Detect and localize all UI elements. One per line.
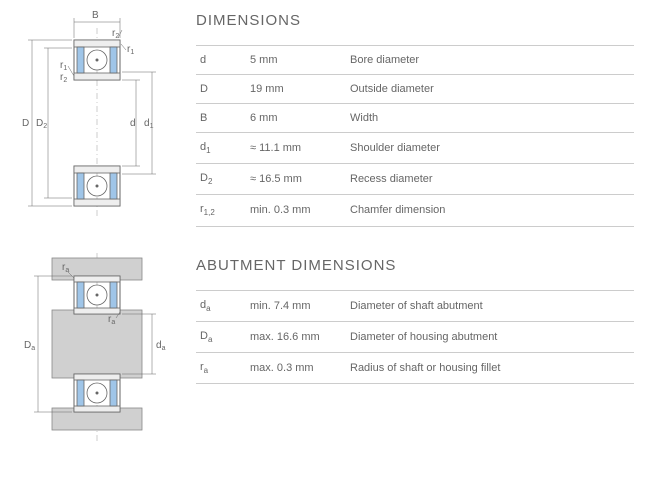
description-cell: Recess diameter	[346, 164, 634, 195]
dimensions-section: DIMENSIONS d5 mmBore diameterD19 mmOutsi…	[196, 12, 634, 227]
symbol-cell: Da	[196, 321, 246, 352]
symbol-cell: d	[196, 46, 246, 75]
table-row: r1,2min. 0.3 mmChamfer dimension	[196, 195, 634, 226]
value-cell: 6 mm	[246, 104, 346, 133]
symbol-cell: d1	[196, 133, 246, 164]
svg-text:D2: D2	[36, 118, 47, 130]
svg-text:r2: r2	[112, 28, 119, 40]
table-row: B6 mmWidth	[196, 104, 634, 133]
description-cell: Width	[346, 104, 634, 133]
value-cell: 19 mm	[246, 75, 346, 104]
description-cell: Chamfer dimension	[346, 195, 634, 226]
table-row: d5 mmBore diameter	[196, 46, 634, 75]
abutment-heading: ABUTMENT DIMENSIONS	[196, 257, 634, 274]
value-cell: max. 0.3 mm	[246, 352, 346, 383]
symbol-cell: B	[196, 104, 246, 133]
label-B: B	[92, 10, 99, 21]
description-cell: Diameter of shaft abutment	[346, 290, 634, 321]
table-row: D2≈ 16.5 mmRecess diameter	[196, 164, 634, 195]
value-cell: ≈ 11.1 mm	[246, 133, 346, 164]
table-row: Damax. 16.6 mmDiameter of housing abutme…	[196, 321, 634, 352]
value-cell: min. 0.3 mm	[246, 195, 346, 226]
table-row: D19 mmOutside diameter	[196, 75, 634, 104]
abutment-cross-section-diagram: ra ra Da da	[12, 248, 172, 448]
svg-text:D: D	[22, 118, 29, 129]
description-cell: Outside diameter	[346, 75, 634, 104]
svg-text:da: da	[156, 340, 166, 352]
value-cell: max. 16.6 mm	[246, 321, 346, 352]
description-cell: Diameter of housing abutment	[346, 321, 634, 352]
description-cell: Radius of shaft or housing fillet	[346, 352, 634, 383]
svg-text:r1: r1	[127, 44, 134, 56]
table-row: d1≈ 11.1 mmShoulder diameter	[196, 133, 634, 164]
value-cell: 5 mm	[246, 46, 346, 75]
symbol-cell: D	[196, 75, 246, 104]
abutment-section: ABUTMENT DIMENSIONS damin. 7.4 mmDiamete…	[196, 257, 634, 385]
bearing-cross-section-diagram: B r2 r1 r1 r2 D D2	[12, 8, 172, 228]
svg-text:d: d	[130, 118, 136, 129]
value-cell: ≈ 16.5 mm	[246, 164, 346, 195]
symbol-cell: r1,2	[196, 195, 246, 226]
symbol-cell: ra	[196, 352, 246, 383]
table-row: ramax. 0.3 mmRadius of shaft or housing …	[196, 352, 634, 383]
svg-text:r1: r1	[60, 60, 67, 72]
symbol-cell: da	[196, 290, 246, 321]
description-cell: Shoulder diameter	[346, 133, 634, 164]
dimensions-table: d5 mmBore diameterD19 mmOutside diameter…	[196, 45, 634, 227]
symbol-cell: D2	[196, 164, 246, 195]
dimensions-heading: DIMENSIONS	[196, 12, 634, 29]
table-row: damin. 7.4 mmDiameter of shaft abutment	[196, 290, 634, 321]
svg-text:r2: r2	[60, 72, 67, 84]
abutment-table: damin. 7.4 mmDiameter of shaft abutmentD…	[196, 290, 634, 385]
svg-text:Da: Da	[24, 340, 35, 352]
description-cell: Bore diameter	[346, 46, 634, 75]
value-cell: min. 7.4 mm	[246, 290, 346, 321]
